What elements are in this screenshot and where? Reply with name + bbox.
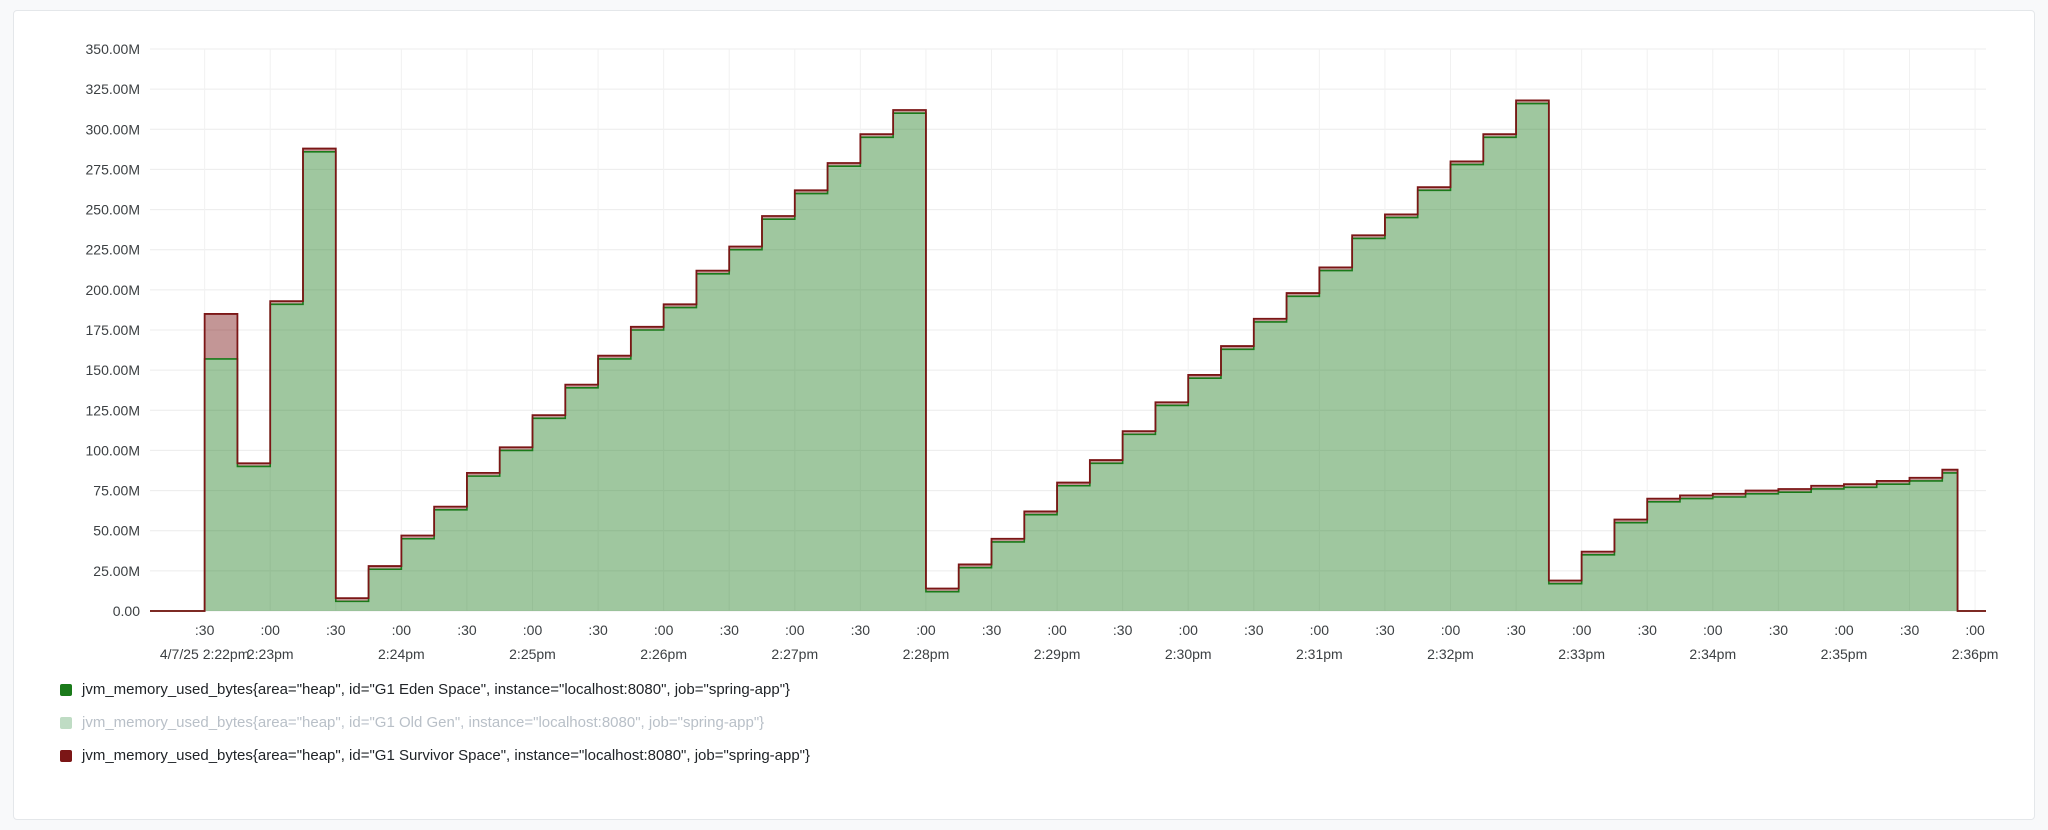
x-tick-minor-label: :30 bbox=[1900, 622, 1920, 638]
x-tick-major-label: 2:30pm bbox=[1165, 646, 1212, 662]
x-tick-minor-label: :30 bbox=[1769, 622, 1789, 638]
x-tick-minor-label: :00 bbox=[1834, 622, 1854, 638]
x-tick-minor-label: :00 bbox=[1178, 622, 1198, 638]
x-tick-minor-label: :30 bbox=[851, 622, 871, 638]
x-tick-major-label: 2:33pm bbox=[1558, 646, 1605, 662]
survivor-space-swatch-icon bbox=[60, 749, 72, 762]
legend-item-g1-survivor-space[interactable]: jvm_memory_used_bytes{area="heap", id="G… bbox=[60, 747, 810, 764]
x-tick-major-label: 2:34pm bbox=[1689, 646, 1736, 662]
x-tick-minor-label: :30 bbox=[457, 622, 477, 638]
x-tick-major-label: 2:25pm bbox=[509, 646, 556, 662]
y-tick-label: 125.00M bbox=[86, 402, 140, 418]
x-tick-major-label: 2:31pm bbox=[1296, 646, 1343, 662]
x-tick-minor-label: :00 bbox=[654, 622, 674, 638]
y-tick-label: 300.00M bbox=[86, 121, 140, 137]
y-tick-label: 275.00M bbox=[86, 161, 140, 177]
x-tick-minor-label: :30 bbox=[982, 622, 1002, 638]
x-tick-minor-label: :30 bbox=[588, 622, 608, 638]
legend-label-survivor-space: jvm_memory_used_bytes{area="heap", id="G… bbox=[82, 747, 811, 764]
legend-item-g1-old-gen[interactable]: jvm_memory_used_bytes{area="heap", id="G… bbox=[60, 714, 764, 731]
eden-space-area bbox=[150, 103, 1986, 611]
x-tick-minor-label: :00 bbox=[260, 622, 280, 638]
x-tick-minor-label: :30 bbox=[195, 622, 215, 638]
x-tick-minor-label: :00 bbox=[1572, 622, 1592, 638]
y-tick-label: 250.00M bbox=[86, 202, 140, 218]
memory-usage-chart[interactable]: 0.00 25.00M 50.00M 75.00M 100.00M 125.00M 150.… bbox=[14, 11, 2034, 671]
x-tick-major-label: 2:24pm bbox=[378, 646, 425, 662]
y-tick-label: 25.00M bbox=[93, 563, 140, 579]
y-tick-label: 0.00 bbox=[113, 603, 140, 619]
legend-label-eden-space: jvm_memory_used_bytes{area="heap", id="G… bbox=[82, 681, 791, 698]
chart-panel: 0.00 25.00M 50.00M 75.00M 100.00M 125.00M 150.… bbox=[13, 10, 2035, 820]
x-tick-major-label: 2:36pm bbox=[1952, 646, 1999, 662]
old-gen-swatch-icon bbox=[60, 716, 72, 729]
x-tick-major-label: 2:26pm bbox=[640, 646, 687, 662]
y-tick-label: 200.00M bbox=[86, 282, 140, 298]
x-tick-minor-label: :00 bbox=[1703, 622, 1723, 638]
y-tick-label: 225.00M bbox=[86, 242, 140, 258]
x-tick-minor-label: :00 bbox=[1441, 622, 1461, 638]
y-tick-label: 350.00M bbox=[86, 41, 140, 57]
x-tick-major-label: 2:29pm bbox=[1034, 646, 1081, 662]
x-tick-minor-label: :00 bbox=[785, 622, 805, 638]
legend: jvm_memory_used_bytes{area="heap", id="G… bbox=[14, 671, 2034, 764]
x-tick-minor-label: :30 bbox=[1375, 622, 1395, 638]
x-tick-minor-label: :00 bbox=[1965, 622, 1985, 638]
y-tick-label: 175.00M bbox=[86, 322, 140, 338]
x-tick-minor-label: :30 bbox=[1244, 622, 1264, 638]
x-tick-major-label: 2:23pm bbox=[247, 646, 294, 662]
x-tick-minor-label: :30 bbox=[719, 622, 739, 638]
y-tick-label: 150.00M bbox=[86, 362, 140, 378]
x-tick-minor-label: :00 bbox=[1047, 622, 1067, 638]
legend-label-old-gen: jvm_memory_used_bytes{area="heap", id="G… bbox=[82, 714, 765, 731]
y-tick-label: 100.00M bbox=[86, 442, 140, 458]
x-tick-minor-label: :30 bbox=[1113, 622, 1133, 638]
x-tick-minor-label: :00 bbox=[392, 622, 412, 638]
y-tick-label: 325.00M bbox=[86, 81, 140, 97]
x-tick-minor-label: :00 bbox=[916, 622, 936, 638]
x-tick-major-label: 4/7/25 2:22pm bbox=[160, 646, 250, 662]
x-tick-major-label: 2:32pm bbox=[1427, 646, 1474, 662]
x-tick-minor-label: :30 bbox=[1506, 622, 1526, 638]
x-tick-minor-label: :00 bbox=[523, 622, 543, 638]
x-tick-minor-label: :30 bbox=[1637, 622, 1657, 638]
x-tick-major-label: 2:27pm bbox=[771, 646, 818, 662]
x-tick-major-label: 2:35pm bbox=[1821, 646, 1868, 662]
x-tick-minor-label: :00 bbox=[1310, 622, 1330, 638]
legend-item-g1-eden-space[interactable]: jvm_memory_used_bytes{area="heap", id="G… bbox=[60, 681, 790, 698]
y-tick-label: 75.00M bbox=[93, 483, 140, 499]
y-tick-label: 50.00M bbox=[93, 523, 140, 539]
survivor-total-line bbox=[150, 99, 1986, 612]
x-tick-major-label: 2:28pm bbox=[903, 646, 950, 662]
eden-space-swatch-icon bbox=[60, 683, 72, 696]
x-tick-minor-label: :30 bbox=[326, 622, 346, 638]
